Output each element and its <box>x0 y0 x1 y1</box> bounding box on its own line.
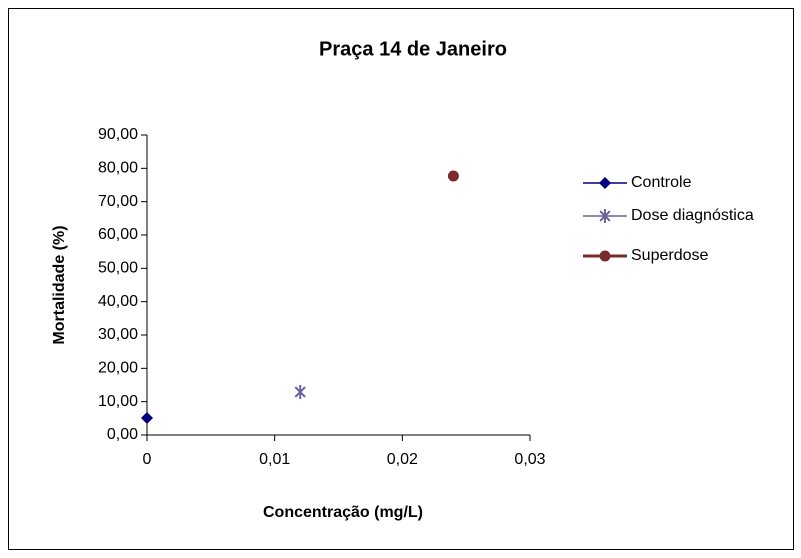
legend-label: Controle <box>631 174 692 191</box>
x-tick-label: 0 <box>143 451 152 468</box>
y-tick-label: 60,00 <box>98 226 138 243</box>
marker <box>447 170 459 182</box>
legend-marker <box>599 209 611 223</box>
marker <box>294 385 306 399</box>
chart-title: Praça 14 de Janeiro <box>319 38 507 60</box>
y-tick-label: 40,00 <box>98 293 138 310</box>
legend-marker <box>599 250 611 262</box>
marker <box>141 412 153 424</box>
legend-label: Dose diagnóstica <box>631 207 754 224</box>
y-tick-label: 70,00 <box>98 193 138 210</box>
x-tick-label: 0,03 <box>514 451 545 468</box>
x-tick-label: 0,02 <box>387 451 418 468</box>
x-axis-label: Concentração (mg/L) <box>263 504 423 521</box>
y-tick-label: 90,00 <box>98 126 138 143</box>
y-axis-label: Mortalidade (%) <box>51 225 68 344</box>
legend-label: Superdose <box>631 247 708 264</box>
y-tick-label: 0,00 <box>107 426 138 443</box>
legend-marker <box>599 177 611 189</box>
chart-border <box>8 8 794 550</box>
y-tick-label: 20,00 <box>98 360 138 377</box>
y-tick-label: 80,00 <box>98 160 138 177</box>
x-tick-label: 0,01 <box>259 451 290 468</box>
y-tick-label: 10,00 <box>98 393 138 410</box>
y-tick-label: 30,00 <box>98 326 138 343</box>
y-tick-label: 50,00 <box>98 260 138 277</box>
